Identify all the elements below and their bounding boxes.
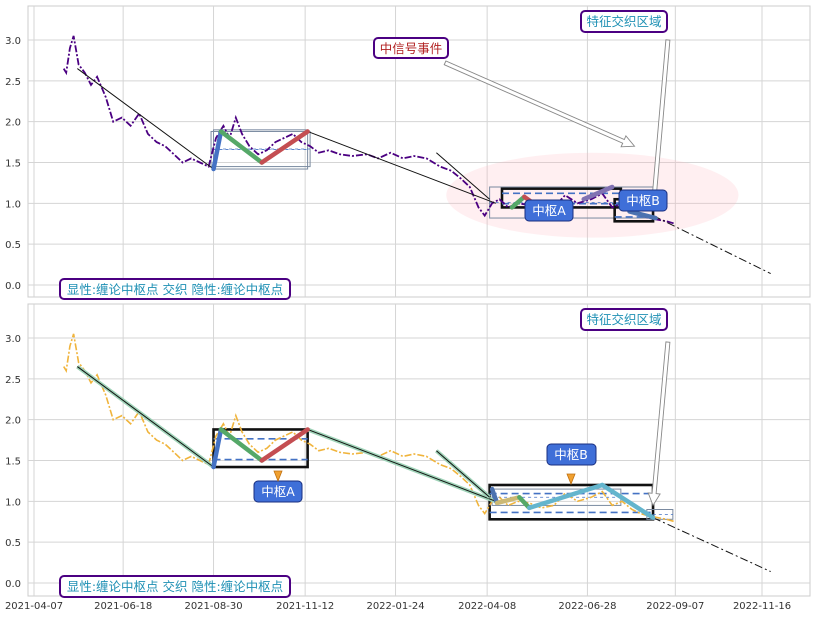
trend-line [652,215,771,275]
annotation-arrow [647,341,671,507]
trend-line [436,450,490,498]
y-tick-label: 3.0 [5,36,21,47]
stroke-segment [627,209,658,221]
y-tick-label: 3.0 [5,334,21,345]
top-pivot-b-label: 中枢B [618,189,668,212]
stroke-segment [259,427,310,463]
top-pivot-a-label: 中枢A [524,199,574,222]
x-tick-label: 2021-11-12 [276,601,334,612]
stroke-segment [218,129,265,165]
x-tick-label: 2021-04-07 [5,601,63,612]
stroke-segment [509,194,527,210]
top-region-callout: 特征交织区域 [580,10,668,33]
stroke-segment [600,482,656,520]
stroke-segment [489,486,500,506]
x-tick-label: 2022-04-08 [458,601,516,612]
x-tick-label: 2022-06-28 [558,601,616,612]
pivot-b-pointer-icon [566,473,576,486]
stroke-segment [494,495,522,506]
y-tick-label: 2.5 [5,375,21,386]
bottom-pivot-a-text: 中枢A [261,484,295,499]
y-tick-label: 1.0 [5,199,21,210]
trend-line [77,366,214,468]
top-legend-callout: 显性:缠论中枢点 交织 隐性:缠论中枢点 [59,278,291,300]
stroke-segment [581,184,615,202]
bottom-region-callout: 特征交织区域 [580,308,668,331]
x-tick-label: 2021-08-30 [184,601,242,612]
chart-panel-bottom: 0.0 0.5 1.0 1.5 2.0 2.5 3.0 [5,303,811,597]
y-tick-label: 1.0 [5,497,21,508]
stroke-segment [259,129,310,165]
top-legend-text: 显性:缠论中枢点 交织 隐性:缠论中枢点 [67,282,283,297]
y-tick-label: 2.0 [5,118,21,129]
bottom-pivot-a-label: 中枢A [253,470,303,503]
top-pivot-b-text: 中枢B [626,193,660,208]
annotation-arrow [443,60,636,148]
y-tick-label: 2.0 [5,416,21,427]
bottom-legend-text: 显性:缠论中枢点 交织 隐性:缠论中枢点 [67,579,283,594]
top-signal-text: 中信号事件 [380,41,443,56]
stroke-segment [526,482,605,511]
stroke-segment [211,427,224,470]
x-tick-label: 2022-11-16 [733,601,791,612]
plot-frame [27,303,811,597]
x-tick-label: 2021-06-18 [94,601,152,612]
trend-line [77,68,214,170]
bottom-pivot-b-label: 中枢B [546,443,597,486]
y-tick-label: 0.0 [5,579,21,590]
y-tick-label: 0.0 [5,281,21,292]
stroke-segment [517,495,532,511]
x-tick-label: 2022-09-07 [646,601,704,612]
x-axis: 2021-04-07 2021-06-18 2021-08-30 2021-11-12… [5,601,791,612]
bottom-pivot-b-text: 中枢B [554,447,588,462]
y-tick-label: 2.5 [5,77,21,88]
trend-line [652,517,771,573]
pivot-a-pointer-icon [273,470,283,483]
stroke-segment [218,427,265,463]
trend-line [307,428,496,502]
stroke-segment [211,129,224,172]
trend-line [436,152,490,200]
trend-line [307,130,496,204]
top-pivot-a-text: 中枢A [532,203,566,218]
bottom-region-text: 特征交织区域 [586,312,661,327]
y-tick-label: 1.5 [5,159,21,170]
y-tick-label: 1.5 [5,457,21,468]
x-tick-label: 2022-01-24 [366,601,424,612]
y-tick-label: 0.5 [5,240,21,251]
top-region-text: 特征交织区域 [586,14,661,29]
price-series-line [62,35,676,225]
y-tick-label: 0.5 [5,538,21,549]
top-signal-callout: 中信号事件 [373,37,449,59]
bottom-legend-callout: 显性:缠论中枢点 交织 隐性:缠论中枢点 [59,575,291,598]
